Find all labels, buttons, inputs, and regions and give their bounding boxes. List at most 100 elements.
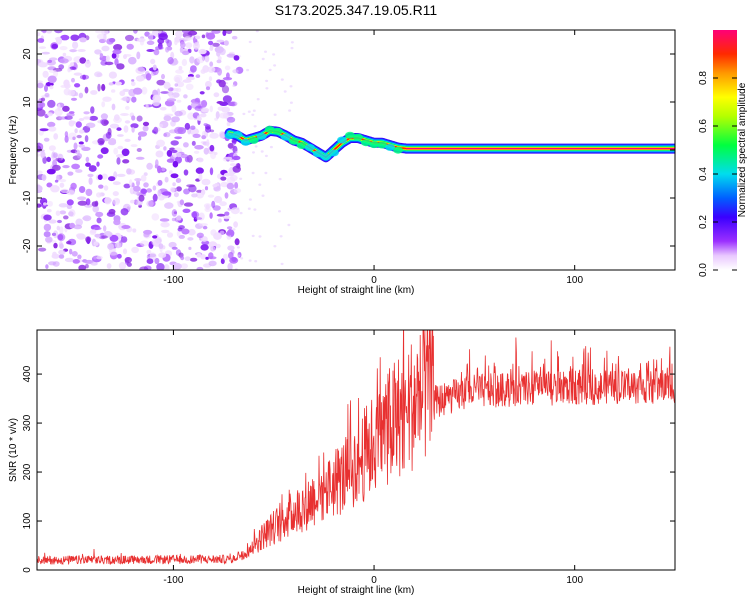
noise-blob	[208, 40, 214, 46]
noise-blob	[119, 90, 126, 97]
noise-blob	[174, 136, 183, 140]
colorbar: 0.0 0.2 0.4 0.6 0.8 Normalized spectral ampl…	[698, 30, 748, 277]
noise-blob	[55, 157, 62, 162]
noise-blob	[152, 64, 157, 71]
noise-blob	[122, 248, 128, 255]
noise-blob	[146, 162, 153, 170]
noise-blob	[59, 243, 64, 249]
noise-blob	[113, 44, 123, 51]
noise-blob	[226, 121, 231, 127]
noise-blob	[37, 185, 43, 193]
noise-blob	[196, 115, 201, 121]
x-tick-label: 0	[371, 575, 377, 586]
noise-blob	[57, 103, 61, 112]
noise-blob	[168, 241, 177, 248]
noise-blob	[196, 253, 202, 258]
x-tick-label: 100	[566, 575, 583, 586]
snr-y-ticks: 0 100 200 300 400	[22, 365, 675, 573]
noise-blob	[206, 32, 216, 40]
noise-blob	[253, 208, 257, 211]
noise-blob	[220, 258, 225, 265]
noise-blob	[59, 179, 67, 183]
noise-blob	[183, 188, 190, 195]
noise-blob	[184, 36, 192, 41]
noise-blob	[178, 66, 183, 71]
noise-blob	[273, 245, 277, 248]
noise-blob	[85, 264, 89, 269]
noise-blob	[62, 105, 70, 112]
spectrogram-x-axis-title: Height of straight line (km)	[298, 285, 415, 296]
noise-blob	[97, 83, 101, 92]
noise-blob	[197, 157, 204, 163]
noise-blob	[96, 192, 102, 198]
ridge-blob	[312, 150, 323, 158]
noise-blob	[43, 223, 52, 232]
noise-blob	[79, 37, 87, 43]
noise-blob	[100, 147, 109, 155]
snr-series-line	[37, 330, 675, 566]
y-tick-label: 300	[22, 414, 33, 431]
snr-panel: -100 0 100 0 100 200 300 400 Height of straigh…	[8, 329, 676, 596]
noise-blob	[70, 182, 77, 190]
noise-blob	[39, 102, 46, 108]
noise-blob	[251, 234, 255, 238]
noise-blob	[108, 82, 114, 86]
noise-blob	[125, 105, 130, 110]
y-tick-label: 10	[22, 96, 33, 108]
noise-blob	[66, 204, 73, 210]
y-tick-label: -20	[22, 238, 33, 253]
noise-blob	[239, 177, 243, 180]
noise-blob	[37, 170, 43, 175]
ridge-blob	[320, 153, 331, 161]
noise-blob	[186, 184, 196, 188]
noise-blob	[84, 135, 89, 143]
noise-blob	[43, 214, 52, 221]
noise-blob	[200, 254, 207, 260]
noise-blob	[248, 259, 252, 262]
noise-blob	[218, 218, 222, 223]
noise-blob	[261, 194, 265, 197]
noise-blob	[209, 132, 219, 139]
noise-blob	[37, 153, 41, 157]
noise-blob	[113, 116, 122, 124]
noise-blob	[73, 72, 83, 76]
noise-blob	[171, 116, 180, 123]
noise-blob	[124, 257, 132, 263]
noise-blob	[131, 81, 136, 87]
noise-blob	[97, 138, 105, 145]
noise-blob	[78, 264, 87, 270]
noise-blob	[218, 79, 226, 88]
noise-blob	[190, 125, 196, 130]
noise-blob	[122, 88, 130, 92]
noise-blob	[196, 232, 204, 238]
noise-blob	[45, 236, 53, 243]
noise-blob	[187, 30, 198, 36]
noise-blob	[154, 257, 160, 265]
noise-blob	[77, 254, 82, 260]
y-tick-label: 20	[22, 48, 33, 60]
noise-blob	[164, 176, 169, 183]
noise-blob	[208, 252, 214, 260]
noise-blob	[217, 106, 225, 111]
noise-blob	[83, 116, 91, 120]
noise-blob	[37, 80, 43, 84]
noise-blob	[209, 46, 214, 51]
noise-blob	[157, 30, 162, 34]
noise-blob	[112, 49, 122, 55]
noise-blob	[59, 210, 67, 215]
noise-blob	[227, 245, 235, 251]
noise-blob	[46, 112, 53, 117]
noise-blob	[47, 121, 56, 128]
noise-blob	[125, 34, 134, 42]
noise-blob	[260, 150, 264, 153]
noise-blob	[126, 168, 132, 175]
noise-blob	[94, 71, 103, 78]
noise-blob	[52, 164, 61, 171]
noise-blob	[131, 96, 137, 103]
noise-blob	[189, 257, 198, 262]
noise-blob	[148, 33, 154, 41]
noise-blob	[156, 263, 165, 270]
noise-blob	[183, 202, 194, 207]
noise-blob	[71, 77, 75, 83]
noise-blob	[103, 120, 109, 125]
